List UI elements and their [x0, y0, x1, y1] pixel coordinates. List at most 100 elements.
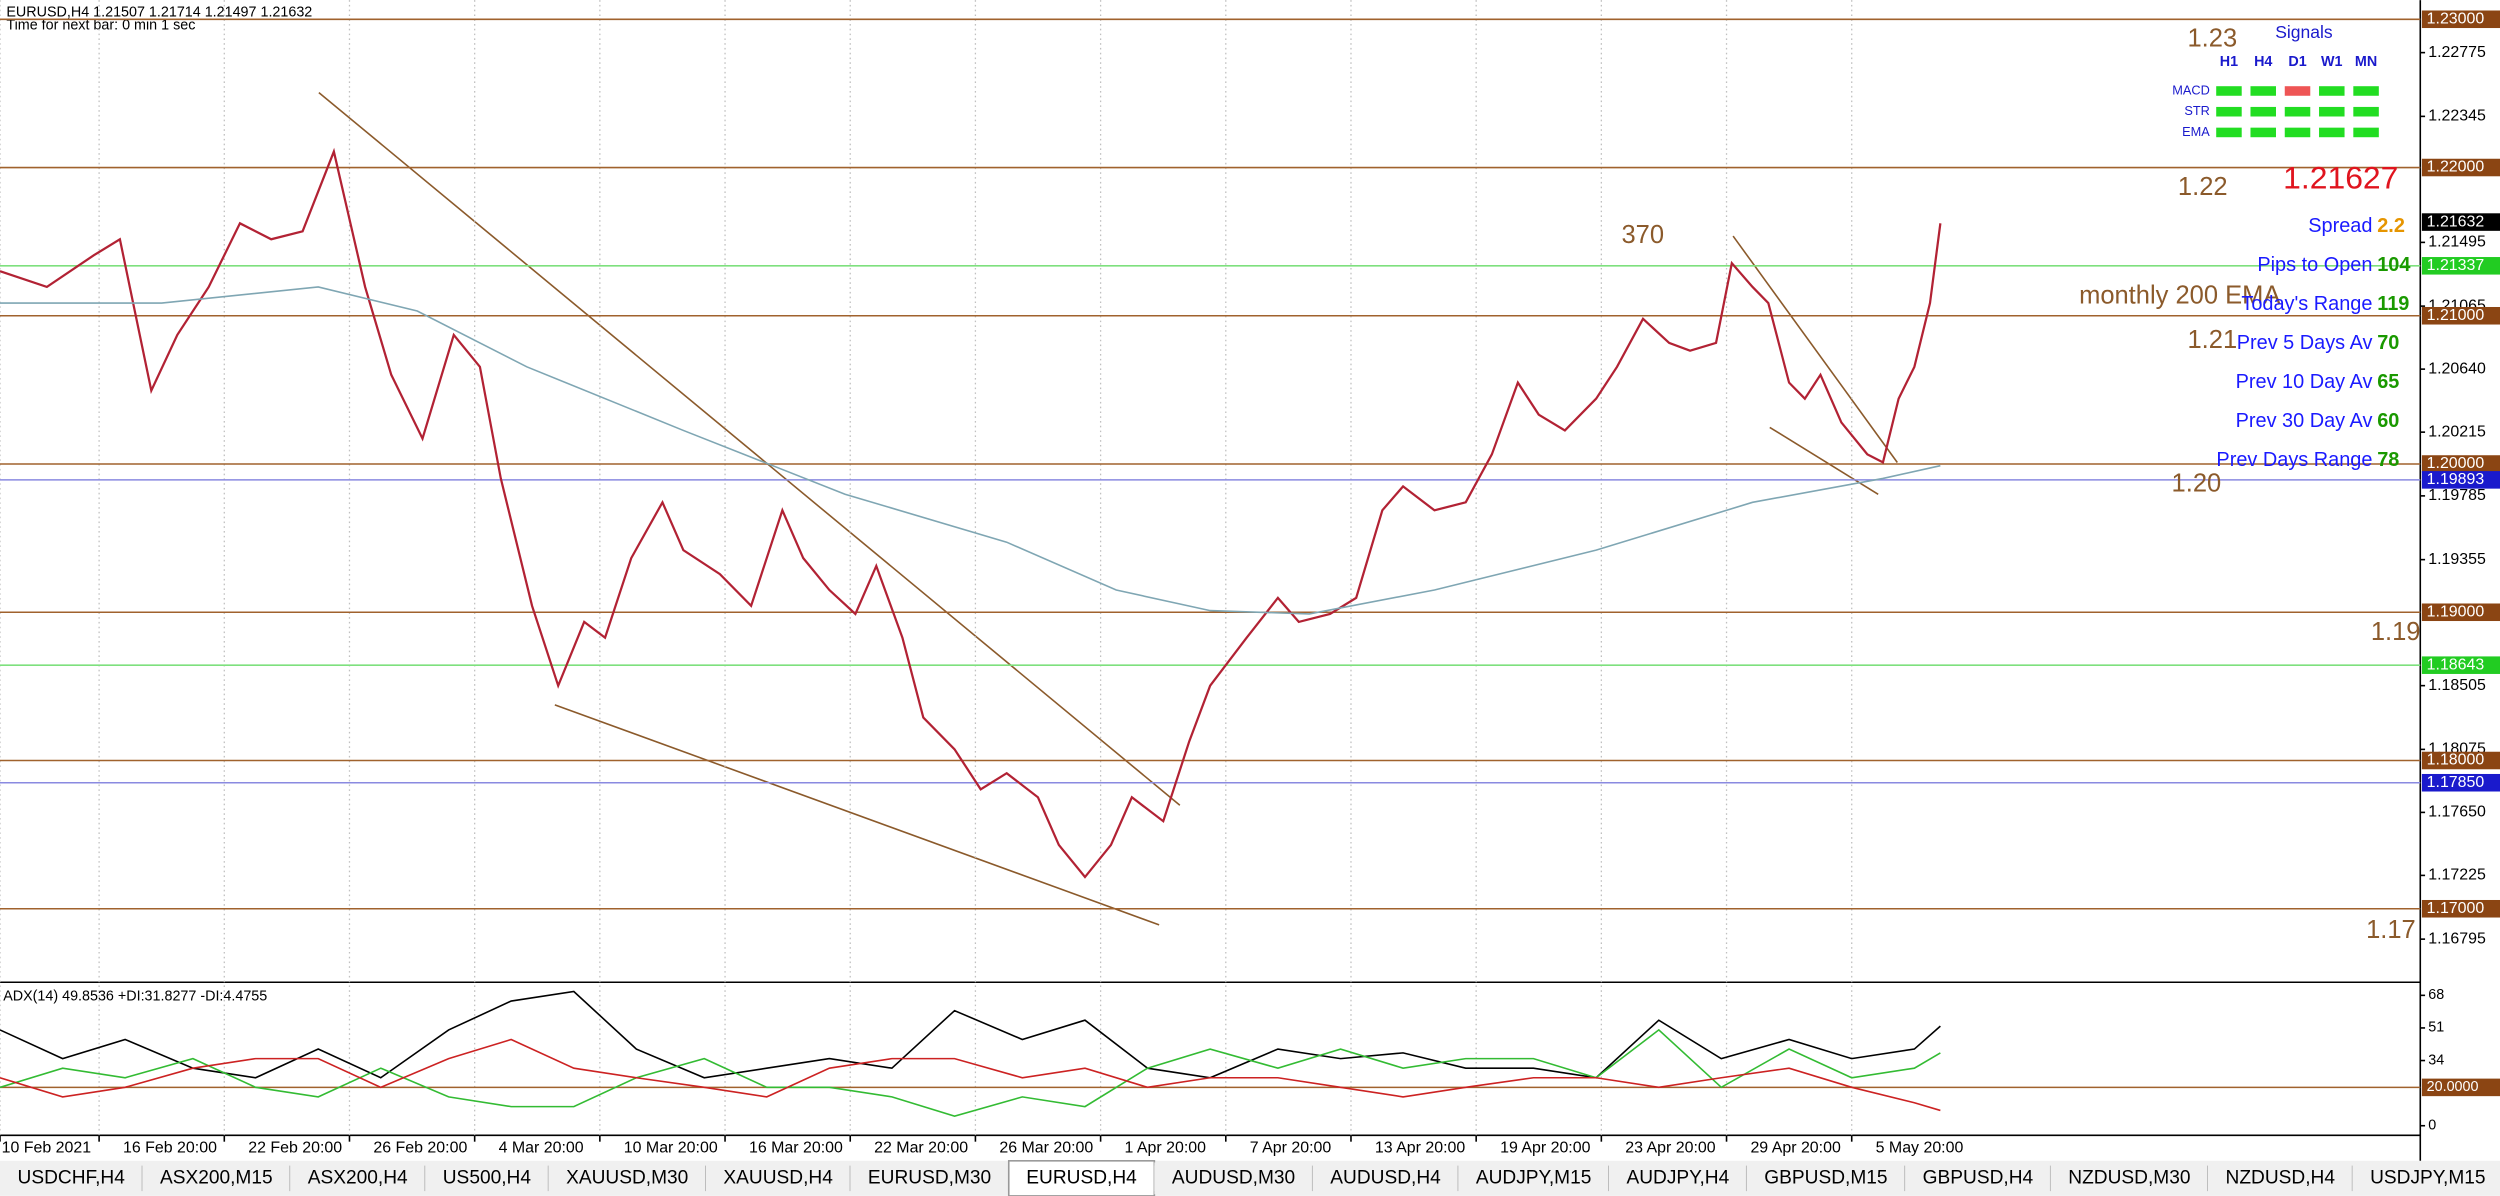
trend-line — [318, 91, 1181, 806]
tab-label[interactable]: US500,H4 — [443, 1167, 532, 1188]
x-tick-label: 29 Apr 20:00 — [1750, 1139, 1841, 1156]
signal-cell — [2216, 86, 2242, 96]
x-tick-label: 16 Feb 20:00 — [123, 1139, 217, 1156]
level-box — [2421, 751, 2500, 770]
tab[interactable] — [142, 1162, 291, 1195]
signal-cell — [2284, 127, 2311, 138]
signal-row-label: EMA — [2182, 124, 2210, 139]
stat-value: 104 — [2377, 254, 2410, 276]
level-label: 1.17850 — [2427, 774, 2485, 791]
level-box — [2421, 306, 2500, 325]
tab[interactable] — [705, 1162, 851, 1195]
bar-timer: Time for next bar: 0 min 1 sec — [6, 17, 195, 33]
level-label: 1.22000 — [2427, 159, 2485, 176]
signal-cell — [2250, 86, 2276, 96]
stat-label: Prev Days Range — [2216, 449, 2372, 471]
stat-value: 78 — [2377, 449, 2399, 471]
tab[interactable] — [2208, 1162, 2353, 1195]
signal-cell — [2250, 106, 2276, 117]
tab[interactable] — [1608, 1162, 1747, 1195]
tab-label[interactable]: NZDUSD,H4 — [2226, 1167, 2336, 1188]
tab[interactable] — [1458, 1162, 1609, 1195]
x-tick-label: 7 Apr 20:00 — [1250, 1139, 1332, 1156]
annotation: 1.17 — [2366, 916, 2416, 944]
level-box — [2421, 455, 2500, 473]
tab[interactable] — [425, 1162, 549, 1195]
level-label: 1.17000 — [2427, 900, 2485, 917]
y-tick-label: 1.17650 — [2428, 804, 2486, 821]
stat-value: 60 — [2377, 410, 2399, 432]
tab-label[interactable]: USDCHF,H4 — [18, 1167, 126, 1188]
signal-cell — [2319, 106, 2345, 117]
tab[interactable] — [1154, 1162, 1313, 1195]
tab-label[interactable]: AUDUSD,H4 — [1330, 1167, 1441, 1188]
signal-cell — [2319, 86, 2345, 96]
tab[interactable] — [1905, 1162, 2051, 1195]
y-tick-label: 0 — [2428, 1118, 2436, 1134]
stat-label: Spread — [2308, 215, 2372, 237]
tab-label[interactable]: EURUSD,M30 — [868, 1167, 991, 1188]
annotation: monthly 200 EMA — [2079, 281, 2280, 309]
y-tick-label: 1.18505 — [2428, 677, 2486, 694]
x-tick-label: 16 Mar 20:00 — [749, 1139, 843, 1156]
tab-label[interactable]: AUDJPY,H4 — [1626, 1167, 1729, 1188]
tab-label[interactable]: XAUUSD,H4 — [723, 1167, 833, 1188]
level-label: 1.19000 — [2427, 603, 2485, 620]
tab[interactable] — [548, 1162, 706, 1195]
level-box — [2421, 656, 2500, 674]
tab-label[interactable]: EURUSD,H4 — [1026, 1167, 1137, 1188]
x-tick-label: 26 Mar 20:00 — [999, 1139, 1093, 1156]
y-tick-label: 1.22775 — [2428, 44, 2486, 61]
trend-line — [1732, 235, 1898, 463]
signal-column: W1 — [2321, 54, 2343, 70]
level-label: 1.21337 — [2427, 257, 2485, 274]
stat-label: Prev 10 Day Av — [2236, 371, 2373, 393]
level-label: 1.20000 — [2427, 455, 2485, 472]
annotation: 1.21627 — [2283, 160, 2398, 196]
x-tick-label: 19 Apr 20:00 — [1500, 1139, 1591, 1156]
tab[interactable] — [290, 1162, 426, 1195]
tab-label[interactable]: AUDUSD,M30 — [1172, 1167, 1295, 1188]
tab-label[interactable]: NZDUSD,M30 — [2068, 1167, 2190, 1188]
tab-label[interactable]: ASX200,H4 — [308, 1167, 408, 1188]
y-tick-label: 1.16795 — [2428, 930, 2486, 947]
tab[interactable] — [2352, 1162, 2500, 1195]
signal-row-label: STR — [2184, 103, 2210, 118]
tab[interactable] — [1746, 1162, 1906, 1195]
tab-label[interactable]: ASX200,M15 — [160, 1167, 273, 1188]
signal-cell — [2250, 127, 2276, 138]
tab[interactable] — [0, 1162, 143, 1195]
signal-column: H1 — [2220, 54, 2238, 70]
signal-cell — [2319, 127, 2345, 138]
tab-label[interactable]: USDJPY,M15 — [2370, 1167, 2486, 1188]
tab[interactable] — [850, 1162, 1009, 1195]
tab[interactable] — [2050, 1162, 2209, 1195]
level-label: 1.18643 — [2427, 656, 2485, 673]
tab-label[interactable]: GBPUSD,H4 — [1923, 1167, 2034, 1188]
indicator-title: ADX(14) 49.8536 +DI:31.8277 -DI:4.4755 — [3, 988, 267, 1004]
stat-value: 119 — [2377, 293, 2409, 315]
y-tick-label: 1.21495 — [2428, 234, 2486, 251]
annotation: 1.20 — [2172, 470, 2222, 498]
x-tick-label: 5 May 20:00 — [1876, 1139, 1964, 1156]
tab-label[interactable]: GBPUSD,M15 — [1764, 1167, 1887, 1188]
tab-label[interactable]: AUDJPY,M15 — [1476, 1167, 1592, 1188]
level-box — [2421, 899, 2500, 918]
tab[interactable] — [1312, 1162, 1459, 1195]
y-tick-label: 1.20640 — [2428, 360, 2486, 377]
annotation: 370 — [1621, 221, 1664, 249]
series-line — [0, 990, 1941, 1079]
x-tick-label: 13 Apr 20:00 — [1375, 1139, 1466, 1156]
series-line — [0, 1038, 1941, 1112]
y-tick-label: 34 — [2428, 1052, 2444, 1068]
series-line — [0, 1028, 1941, 1118]
annotation: 1.22 — [2178, 173, 2228, 201]
stat-value: 65 — [2377, 371, 2399, 393]
tab-label[interactable]: XAUUSD,M30 — [566, 1167, 688, 1188]
y-tick-label: 1.22345 — [2428, 108, 2486, 125]
signal-cell — [2284, 106, 2311, 117]
stat-value: 2.2 — [2377, 215, 2405, 237]
level-box — [2421, 10, 2500, 29]
